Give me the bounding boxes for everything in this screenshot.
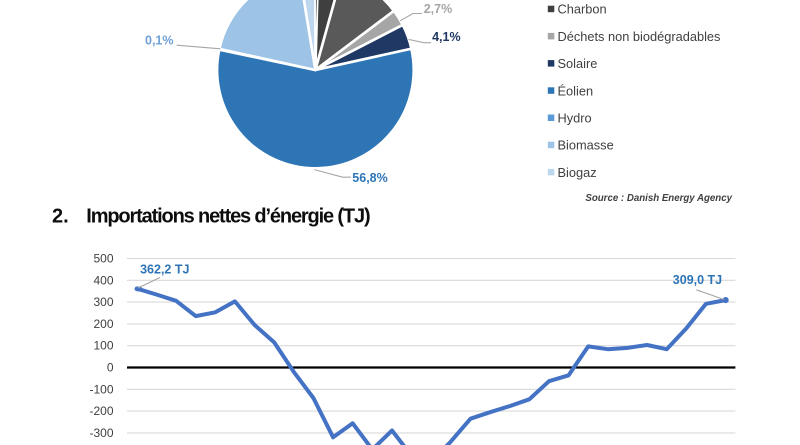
svg-text:309,0 TJ: 309,0 TJ	[673, 273, 722, 287]
svg-text:362,2 TJ: 362,2 TJ	[140, 263, 189, 277]
svg-text:Biomasse: Biomasse	[558, 138, 614, 153]
svg-text:2.: 2.	[52, 206, 69, 228]
svg-text:Hydro: Hydro	[558, 111, 592, 126]
svg-text:200: 200	[93, 317, 113, 331]
svg-text:0: 0	[107, 361, 114, 375]
svg-text:Source : Danish Energy Agency: Source : Danish Energy Agency	[585, 193, 732, 204]
svg-text:Éolien: Éolien	[558, 83, 594, 98]
svg-text:400: 400	[93, 273, 113, 287]
svg-text:-300: -300	[89, 426, 113, 440]
svg-text:Biogaz: Biogaz	[558, 165, 597, 180]
svg-text:Solaire: Solaire	[558, 56, 598, 71]
svg-text:4,1%: 4,1%	[432, 30, 461, 44]
svg-text:Déchets non biodégradables: Déchets non biodégradables	[558, 29, 721, 44]
svg-text:-200: -200	[89, 404, 113, 418]
svg-text:100: 100	[93, 339, 113, 353]
svg-text:0,1%: 0,1%	[145, 34, 174, 48]
svg-text:Charbon: Charbon	[558, 2, 607, 17]
svg-text:300: 300	[93, 295, 113, 309]
svg-text:2,7%: 2,7%	[424, 2, 453, 16]
svg-text:56,8%: 56,8%	[352, 171, 387, 185]
svg-text:Importations nettes d’énergie: Importations nettes d’énergie (TJ)	[86, 206, 370, 228]
svg-text:500: 500	[93, 252, 113, 266]
svg-text:-100: -100	[89, 382, 113, 396]
